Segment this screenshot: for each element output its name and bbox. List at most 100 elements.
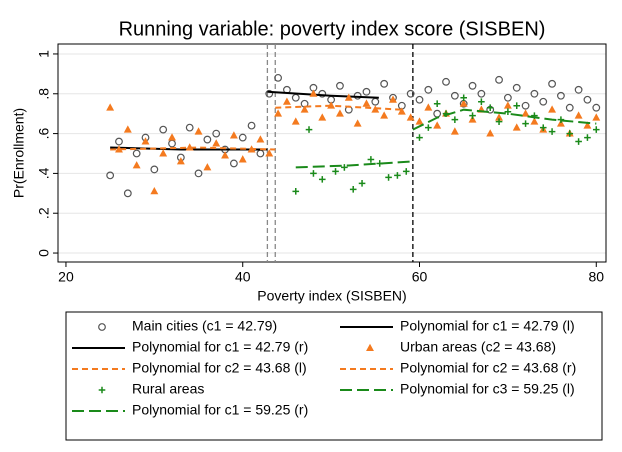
- legend-label: Rural areas: [132, 381, 204, 397]
- point: [292, 188, 300, 195]
- point: [274, 109, 283, 117]
- point: [424, 103, 433, 111]
- point: [385, 174, 392, 181]
- point: [132, 149, 141, 158]
- point: [203, 135, 212, 144]
- point: [335, 109, 344, 117]
- point: [416, 134, 423, 141]
- point: [504, 108, 512, 115]
- point: [548, 79, 556, 88]
- point: [592, 103, 601, 112]
- y-tick-label: .6: [36, 128, 52, 140]
- point: [203, 163, 212, 171]
- point: [159, 125, 168, 134]
- point: [468, 115, 477, 123]
- point: [194, 127, 203, 135]
- y-tick-label: 0: [36, 249, 52, 257]
- point: [469, 112, 476, 119]
- point: [397, 107, 406, 115]
- point: [495, 118, 503, 125]
- point: [394, 172, 401, 179]
- point: [115, 145, 123, 153]
- point: [291, 117, 300, 125]
- point: [389, 95, 397, 103]
- point: [530, 117, 539, 125]
- fit-line: [275, 104, 402, 111]
- point: [318, 176, 326, 183]
- point: [486, 129, 495, 137]
- point: [425, 124, 432, 131]
- point: [402, 168, 410, 175]
- point: [557, 91, 565, 100]
- point: [229, 159, 238, 168]
- legend-box: [65, 311, 603, 441]
- point: [176, 157, 185, 165]
- point: [150, 187, 159, 195]
- point: [539, 97, 548, 106]
- point: [415, 95, 424, 104]
- legend-label: Polynomial for c1 = 42.79 (r): [132, 339, 308, 355]
- point: [450, 127, 459, 135]
- point: [530, 89, 539, 98]
- legend-label: Polynomial for c1 = 59.25 (r): [132, 402, 308, 418]
- point: [513, 102, 521, 110]
- fit-line: [267, 90, 379, 99]
- point: [344, 93, 353, 101]
- fit-line: [295, 160, 413, 169]
- point: [318, 113, 327, 121]
- point: [566, 130, 574, 137]
- point: [477, 89, 486, 98]
- point: [282, 97, 291, 105]
- point: [212, 139, 221, 147]
- point: [539, 124, 547, 131]
- point: [451, 116, 459, 123]
- point: [565, 103, 574, 112]
- point: [592, 113, 601, 121]
- legend-key: [98, 323, 106, 331]
- point: [380, 111, 389, 119]
- x-tick-label: 80: [588, 269, 604, 285]
- legend-label: Polynomial for c1 = 42.79 (l): [400, 318, 575, 334]
- point: [512, 123, 521, 131]
- x-tick-label: 40: [235, 269, 251, 285]
- point: [256, 135, 265, 143]
- point: [238, 133, 247, 142]
- point: [141, 137, 150, 145]
- x-tick-label: 20: [58, 269, 74, 285]
- point: [468, 81, 477, 90]
- point: [433, 121, 442, 129]
- point: [238, 155, 247, 163]
- point: [309, 89, 318, 97]
- point: [574, 111, 583, 119]
- y-tick-label: .8: [36, 88, 52, 100]
- point: [450, 91, 459, 100]
- point: [442, 77, 450, 86]
- x-tick-label: 60: [412, 269, 428, 285]
- point: [132, 161, 141, 169]
- point: [336, 81, 344, 90]
- point: [460, 94, 467, 102]
- point: [522, 120, 529, 127]
- point: [548, 105, 557, 113]
- point: [495, 75, 503, 84]
- point: [353, 119, 362, 127]
- point: [185, 123, 194, 132]
- point: [300, 105, 309, 113]
- point: [106, 171, 115, 180]
- point: [106, 103, 115, 111]
- point: [362, 87, 371, 96]
- point: [574, 85, 583, 94]
- point: [318, 89, 327, 98]
- legend-key: [366, 343, 374, 351]
- point: [406, 89, 415, 98]
- point: [349, 186, 357, 193]
- point: [274, 73, 282, 82]
- point: [503, 101, 512, 109]
- point: [406, 113, 415, 121]
- point: [310, 170, 317, 177]
- y-tick-label: .2: [36, 207, 52, 219]
- point: [168, 133, 176, 141]
- y-tick-label: 1: [36, 50, 52, 58]
- point: [584, 134, 591, 141]
- chart-title: Running variable: poverty index score (S…: [119, 18, 546, 40]
